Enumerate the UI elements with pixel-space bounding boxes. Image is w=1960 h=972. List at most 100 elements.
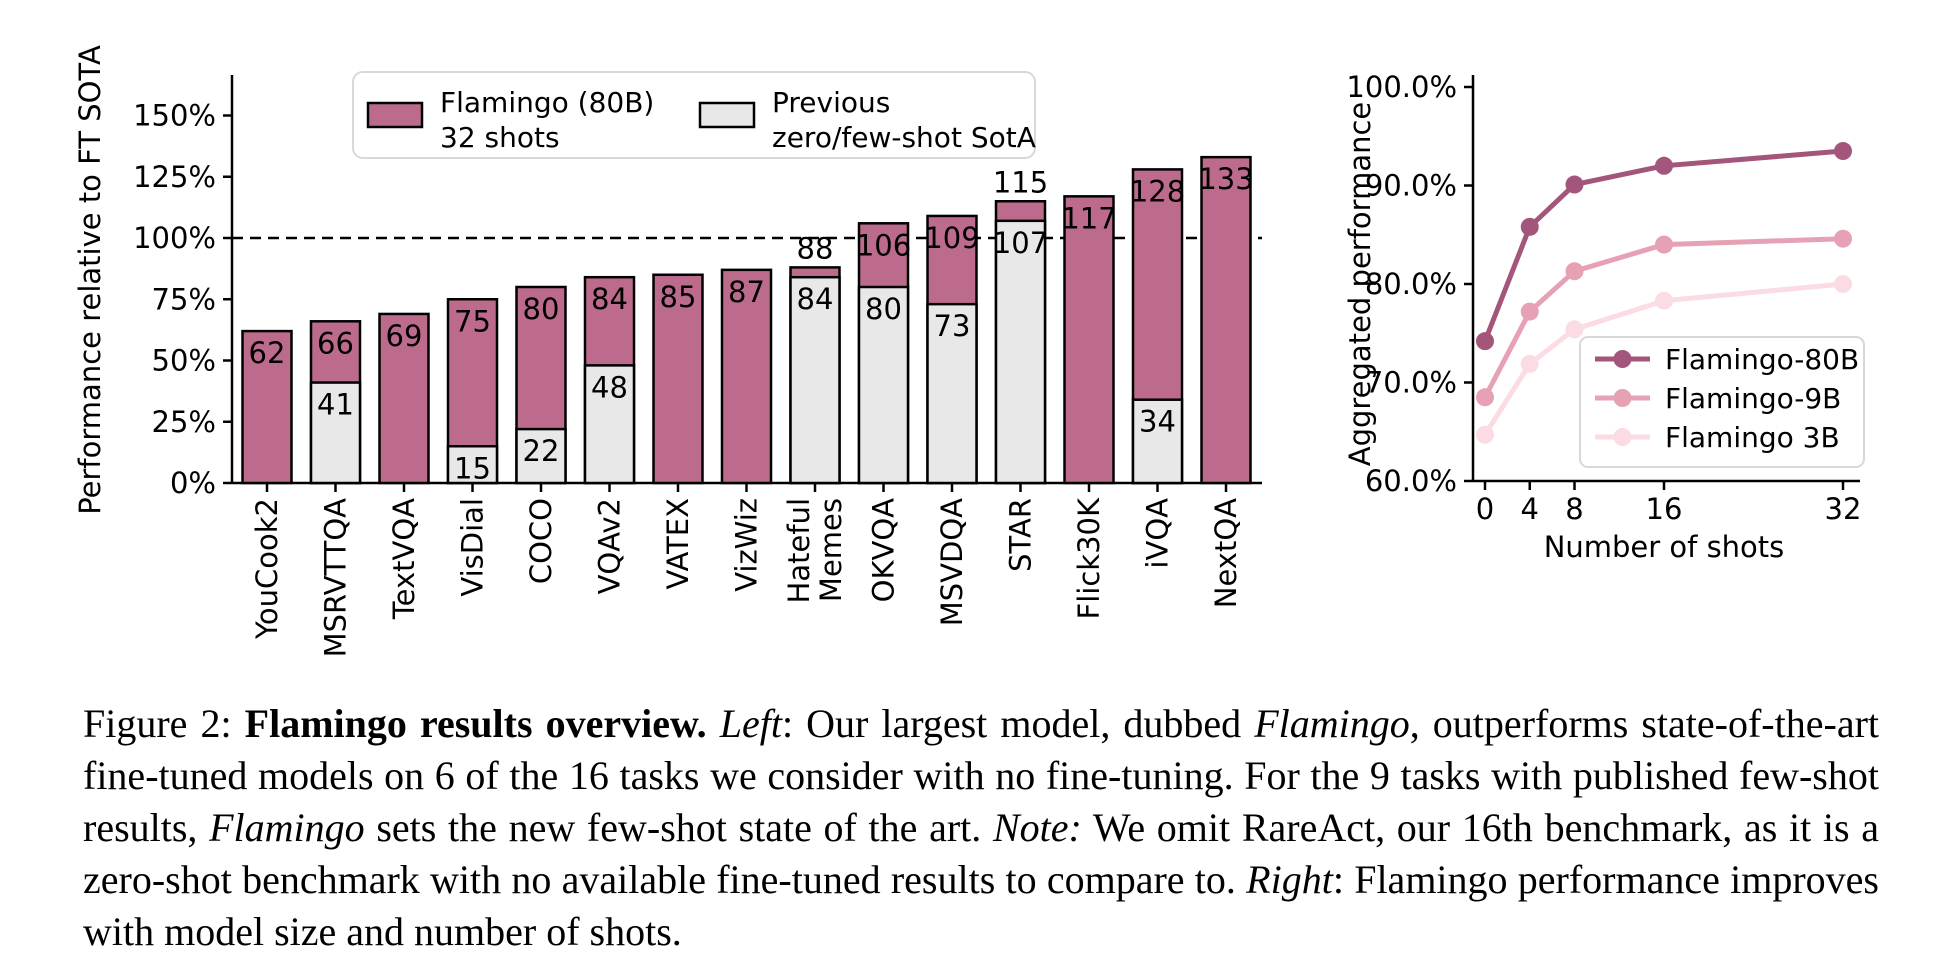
bar-value-previous-iVQA: 34 [1139, 405, 1176, 439]
bar-value-flamingo-STAR: 115 [993, 165, 1048, 199]
point-Flamingo-80B-0shots [1476, 332, 1494, 351]
point-Flamingo-9B-16shots [1655, 235, 1673, 254]
bar-previous-sota-VisDial [446, 445, 499, 485]
y-tick-label: 70.0% [1365, 366, 1457, 400]
bar-value-flamingo-VATEX: 85 [660, 280, 697, 314]
y-tick-label: 80.0% [1365, 267, 1457, 301]
x-tick-label: 0 [1476, 492, 1494, 526]
y-tick-label: 50% [152, 344, 216, 378]
bar-value-flamingo-OKVQA: 106 [856, 228, 911, 262]
bar-value-flamingo-TextVQA: 69 [386, 319, 423, 353]
bar-flamingo-NextQA [1200, 155, 1252, 485]
point-Flamingo-3B-32shots [1834, 275, 1852, 293]
bar-previous-sota-STAR [994, 219, 1047, 485]
y-tick-label: 100.0% [1346, 70, 1457, 104]
legend-marker-Flamingo-9B [1613, 389, 1632, 407]
x-tick-label: 32 [1825, 492, 1862, 526]
legend-label-previous-line2: zero/few-shot SotA [772, 121, 1036, 154]
legend-label-flamingo-line1: Flamingo (80B) [440, 86, 654, 119]
legend-marker-Flamingo-80B [1613, 350, 1632, 368]
y-tick-label: 125% [133, 160, 216, 194]
x-tick-label-iVQA: iVQA [1141, 498, 1175, 569]
x-tick-label-VATEX: VATEX [661, 498, 695, 589]
legend-label-Flamingo-9B: Flamingo-9B [1665, 382, 1841, 415]
x-tick-label: 4 [1521, 492, 1539, 526]
bar-previous-sota-VQAv2 [583, 364, 636, 485]
bar-value-flamingo-Flick30K: 117 [1061, 201, 1116, 235]
caption-segment-1: Flamingo results overview. [244, 701, 707, 746]
point-Flamingo-3B-4shots [1520, 354, 1539, 373]
x-tick-label: 16 [1646, 492, 1683, 526]
x-tick-label-COCO: COCO [524, 498, 558, 584]
bar-value-flamingo-VizWiz: 87 [728, 275, 765, 309]
legend-label-Flamingo-3B: Flamingo 3B [1665, 421, 1840, 454]
caption-segment-11: Right [1246, 857, 1333, 902]
x-axis-label: Number of shots [1544, 530, 1785, 564]
x-tick-label-TextVQA: TextVQA [387, 498, 421, 620]
caption-segment-0: Figure 2: [83, 701, 245, 746]
x-tick-label-MSVDQA: MSVDQA [935, 498, 969, 626]
legend-box [352, 71, 1036, 159]
bar-value-previous-Hateful-Memes: 84 [797, 282, 834, 316]
bar-value-previous-COCO: 22 [523, 434, 560, 468]
bar-chart-performance-relative-to-ft-sota: Performance relative to FT SOTA 0% 25% 50% 7… [73, 45, 1262, 658]
legend-box [1579, 336, 1865, 468]
y-tick-label: 0% [170, 466, 216, 500]
bar-flamingo-VizWiz [720, 268, 773, 485]
bar-previous-sota-COCO [515, 427, 567, 485]
caption-segment-8: sets the new few-shot state of the art. [364, 805, 993, 850]
caption-segment-10: We omit RareAct, our 16th benchmark, as … [83, 805, 1879, 902]
y-tick-label: 150% [133, 99, 216, 133]
y-tick-label: 100% [133, 221, 216, 255]
x-tick-label-YouCook2: YouCook2 [250, 498, 284, 640]
bar-value-flamingo-VisDial: 75 [454, 304, 491, 338]
bar-previous-sota-MSRVTTQA [309, 381, 362, 485]
y-tick-label: 25% [152, 405, 216, 439]
bar-value-previous-MSVDQA: 73 [934, 309, 971, 343]
legend-label-Flamingo-80B: Flamingo-80B [1665, 343, 1859, 376]
x-tick-label-Flick30K: Flick30K [1072, 497, 1106, 619]
bar-value-flamingo-MSVDQA: 109 [924, 221, 979, 255]
y-tick-label: 60.0% [1365, 464, 1457, 498]
bar-previous-sota-OKVQA [857, 285, 910, 485]
point-Flamingo-3B-8shots [1565, 320, 1584, 339]
bar-value-flamingo-NextQA: 133 [1198, 162, 1253, 196]
point-Flamingo-80B-8shots [1565, 175, 1584, 194]
bar-previous-sota-MSVDQA [926, 302, 978, 485]
caption-segment-5: Flamingo [1254, 701, 1410, 746]
x-tick-label: 8 [1565, 492, 1583, 526]
x-tick-label-STAR: STAR [1004, 498, 1038, 572]
figure-caption: Figure 2: Flamingo results overview. Lef… [83, 698, 1879, 958]
legend-swatch-previous-sota [698, 101, 756, 129]
legend-marker-Flamingo-3B [1613, 428, 1632, 446]
bar-previous-sota-Hateful-Memes [789, 275, 841, 485]
point-Flamingo-3B-16shots [1655, 291, 1673, 310]
x-tick-label-Hateful-Memes: Hateful [782, 498, 816, 603]
point-Flamingo-9B-32shots [1834, 229, 1852, 248]
point-Flamingo-80B-32shots [1834, 142, 1852, 161]
bar-value-previous-VisDial: 15 [454, 451, 491, 485]
y-tick-label: 75% [152, 282, 216, 316]
point-Flamingo-9B-4shots [1520, 302, 1539, 321]
x-tick-label-VisDial: VisDial [456, 498, 490, 597]
caption-segment-2 [707, 701, 720, 746]
x-tick-label-MSRVTTQA: MSRVTTQA [319, 498, 353, 658]
point-Flamingo-80B-4shots [1520, 217, 1539, 236]
legend-swatch-flamingo [366, 101, 424, 129]
point-Flamingo-80B-16shots [1655, 156, 1673, 175]
caption-segment-12: : Flamingo performance improves with mod… [83, 857, 1879, 954]
y-axis-label: Performance relative to FT SOTA [73, 45, 107, 515]
bar-value-flamingo-Hateful-Memes: 88 [797, 231, 834, 265]
legend-label-flamingo-line2: 32 shots [440, 121, 560, 154]
x-tick-label-Hateful-Memes: Memes [814, 498, 848, 602]
x-tick-label-VizWiz: VizWiz [730, 498, 764, 592]
x-tick-label-VQAv2: VQAv2 [593, 498, 627, 594]
bar-value-previous-VQAv2: 48 [591, 370, 628, 404]
legend-label-previous-line1: Previous [772, 86, 890, 119]
point-Flamingo-3B-0shots [1476, 425, 1494, 444]
bar-value-previous-MSRVTTQA: 41 [317, 388, 354, 422]
x-tick-label-OKVQA: OKVQA [867, 498, 901, 603]
bar-value-previous-OKVQA: 80 [865, 292, 902, 326]
